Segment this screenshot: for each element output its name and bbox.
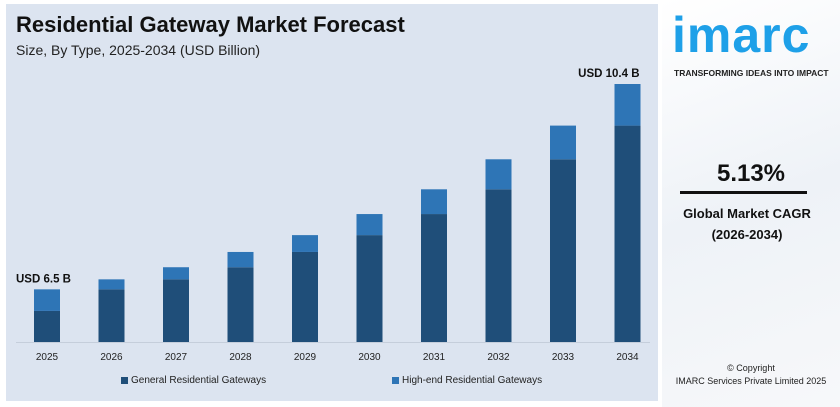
cagr-period: (2026-2034) (711, 227, 783, 242)
legend-swatch-general (121, 377, 128, 384)
chart-title: Residential Gateway Market Forecast (16, 12, 405, 37)
bar-general-2025 (34, 310, 60, 342)
copyright-block: © Copyright IMARC Services Private Limit… (662, 362, 840, 388)
x-tick-label: 2027 (165, 352, 188, 363)
x-tick-label: 2030 (358, 352, 381, 363)
legend-label-general: General Residential Gateways (131, 375, 267, 386)
legend-item-high-end: High-end Residential Gateways (392, 375, 542, 386)
bar-general-2026 (98, 289, 125, 342)
cagr-value: 5.13% (716, 160, 786, 187)
bar-general-2029 (292, 251, 318, 342)
bar-high-end-2026 (98, 279, 125, 290)
bar-high-end-2032 (485, 159, 512, 190)
data-label-2034: USD 10.4 B (578, 68, 639, 80)
bar-high-end-2031 (421, 189, 447, 215)
cagr-divider (680, 191, 807, 194)
bar-high-end-2028 (227, 251, 254, 268)
bar-general-2034 (614, 125, 641, 342)
x-tick-label: 2025 (36, 352, 59, 363)
x-tick-label: 2034 (616, 352, 639, 363)
bar-high-end-2025 (34, 289, 60, 311)
bar-general-2027 (163, 279, 189, 342)
bar-high-end-2029 (292, 235, 318, 252)
bar-high-end-2027 (163, 267, 189, 280)
bar-general-2030 (356, 235, 383, 342)
imarc-logo: imarc (672, 7, 811, 63)
x-tick-label: 2033 (552, 352, 575, 363)
company-name: IMARC Services Private Limited 2025 (675, 376, 827, 386)
x-tick-label: 2028 (229, 352, 252, 363)
bar-general-2032 (485, 189, 512, 342)
bar-high-end-2034 (614, 84, 641, 126)
legend-swatch-high-end (392, 377, 399, 384)
bar-general-2031 (421, 214, 447, 342)
cagr-label: Global Market CAGR (683, 206, 811, 221)
bar-chart: 2025 USD 6.5 B 2026 2027 2028 2029 2030 2031 203… (16, 68, 650, 363)
data-label-2025: USD 6.5 B (16, 273, 71, 285)
chart-subtitle: Size, By Type, 2025-2034 (USD Billion) (16, 42, 261, 58)
x-tick-label: 2031 (423, 352, 446, 363)
bar-high-end-2030 (356, 214, 383, 236)
bar-general-2028 (227, 267, 254, 342)
legend-item-general: General Residential Gateways (121, 375, 266, 386)
bar-general-2033 (550, 159, 576, 342)
bar-high-end-2033 (550, 125, 576, 160)
side-panel: imarc TRANSFORMING IDEAS INTO IMPACT 5.1… (662, 0, 840, 407)
x-tick-label: 2029 (294, 352, 317, 363)
x-tick-label: 2032 (487, 352, 510, 363)
copyright-text: © Copyright (727, 363, 775, 373)
logo-tagline: TRANSFORMING IDEAS INTO IMPACT (674, 68, 829, 78)
cagr-label-block: Global Market CAGR (2026-2034) (662, 203, 832, 245)
legend-label-high-end: High-end Residential Gateways (402, 375, 543, 386)
x-tick-label: 2026 (100, 352, 123, 363)
